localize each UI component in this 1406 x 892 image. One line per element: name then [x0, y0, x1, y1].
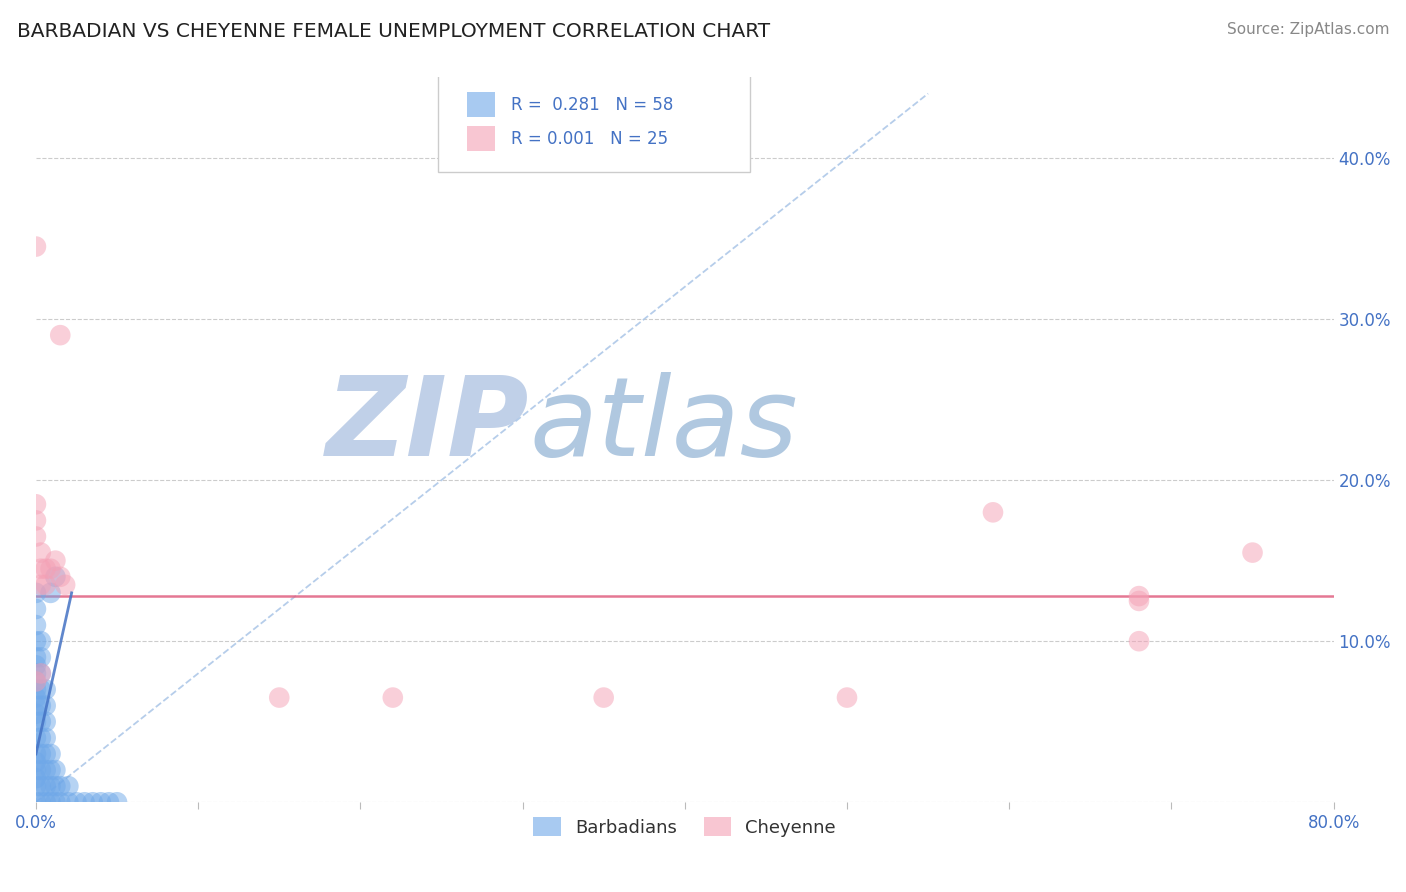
Point — [53, 578, 76, 592]
Point — [25, 771, 48, 785]
Point — [44, 795, 66, 809]
Point — [981, 505, 1004, 519]
Point — [25, 666, 48, 681]
Point — [835, 690, 858, 705]
Point — [49, 570, 72, 584]
Point — [30, 650, 52, 665]
Point — [25, 706, 48, 721]
Point — [44, 779, 66, 793]
Point — [25, 755, 48, 769]
Point — [39, 779, 62, 793]
Point — [30, 634, 52, 648]
Point — [39, 562, 62, 576]
Point — [44, 570, 66, 584]
Point — [34, 763, 56, 777]
Point — [25, 586, 48, 600]
Point — [39, 747, 62, 761]
Point — [30, 763, 52, 777]
Point — [25, 497, 48, 511]
Point — [34, 714, 56, 729]
Point — [39, 795, 62, 809]
Point — [25, 658, 48, 673]
Point — [1128, 594, 1150, 608]
Point — [34, 562, 56, 576]
Point — [269, 690, 291, 705]
Point — [30, 546, 52, 560]
Text: BARBADIAN VS CHEYENNE FEMALE UNEMPLOYMENT CORRELATION CHART: BARBADIAN VS CHEYENNE FEMALE UNEMPLOYMEN… — [17, 22, 770, 41]
Point — [34, 747, 56, 761]
Point — [25, 674, 48, 689]
Text: ZIP: ZIP — [326, 372, 529, 479]
Point — [30, 747, 52, 761]
Point — [25, 674, 48, 689]
Point — [34, 731, 56, 745]
Point — [49, 795, 72, 809]
Legend: Barbadians, Cheyenne: Barbadians, Cheyenne — [526, 810, 844, 844]
Point — [90, 795, 112, 809]
Point — [30, 731, 52, 745]
Point — [25, 714, 48, 729]
Point — [105, 795, 128, 809]
Bar — [467, 92, 495, 118]
Text: R =  0.281   N = 58: R = 0.281 N = 58 — [510, 95, 673, 113]
Point — [49, 779, 72, 793]
Point — [34, 795, 56, 809]
Point — [30, 666, 52, 681]
Text: Source: ZipAtlas.com: Source: ZipAtlas.com — [1226, 22, 1389, 37]
Point — [73, 795, 96, 809]
Point — [30, 682, 52, 697]
Point — [25, 731, 48, 745]
Point — [34, 698, 56, 713]
Bar — [467, 126, 495, 152]
Point — [381, 690, 404, 705]
Point — [30, 562, 52, 576]
Point — [25, 698, 48, 713]
Point — [25, 634, 48, 648]
Point — [592, 690, 614, 705]
Point — [1128, 634, 1150, 648]
Point — [25, 779, 48, 793]
Point — [25, 650, 48, 665]
Point — [25, 618, 48, 632]
Point — [58, 779, 80, 793]
Point — [25, 763, 48, 777]
Point — [30, 666, 52, 681]
Point — [34, 779, 56, 793]
Point — [44, 763, 66, 777]
Text: atlas: atlas — [529, 372, 797, 479]
FancyBboxPatch shape — [439, 74, 749, 171]
Point — [25, 747, 48, 761]
Point — [25, 513, 48, 527]
Point — [34, 578, 56, 592]
Point — [30, 714, 52, 729]
Point — [1241, 546, 1264, 560]
Point — [25, 529, 48, 543]
Point — [65, 795, 87, 809]
Point — [30, 779, 52, 793]
Point — [25, 795, 48, 809]
Point — [25, 602, 48, 616]
Point — [25, 682, 48, 697]
Point — [30, 578, 52, 592]
Point — [1128, 589, 1150, 603]
Point — [39, 586, 62, 600]
Point — [39, 763, 62, 777]
Point — [25, 690, 48, 705]
Point — [25, 239, 48, 253]
Point — [49, 328, 72, 343]
Point — [97, 795, 120, 809]
Point — [34, 682, 56, 697]
Point — [44, 554, 66, 568]
Point — [30, 698, 52, 713]
Point — [30, 795, 52, 809]
Point — [82, 795, 104, 809]
Text: R = 0.001   N = 25: R = 0.001 N = 25 — [510, 129, 668, 148]
Point — [58, 795, 80, 809]
